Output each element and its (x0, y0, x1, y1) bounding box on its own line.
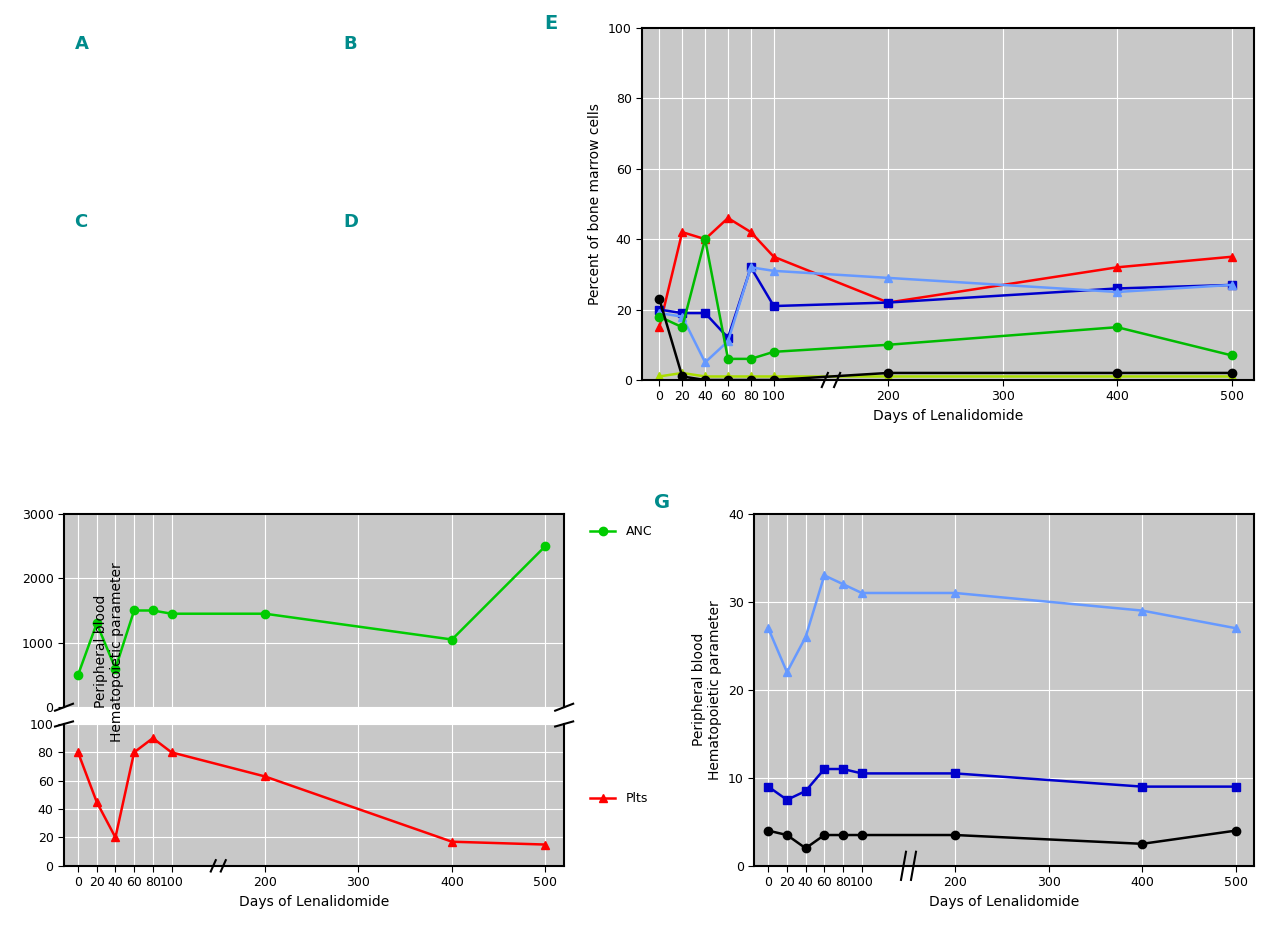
Text: C: C (74, 212, 88, 231)
Text: G: G (654, 492, 671, 512)
Text: A: A (74, 34, 88, 53)
Text: E: E (544, 14, 558, 33)
Legend: Plts: Plts (585, 787, 653, 810)
Y-axis label: Percent of bone marrow cells: Percent of bone marrow cells (589, 103, 603, 304)
Y-axis label: Peripheral blood
Hematopoietic parameter: Peripheral blood Hematopoietic parameter (692, 600, 722, 779)
X-axis label: Days of Lenalidomide: Days of Lenalidomide (239, 895, 389, 909)
X-axis label: Days of Lenalidomide: Days of Lenalidomide (873, 409, 1024, 423)
Legend: Erythroids, Immature myeloid, Mature myeloid, lymphocytes, plasma cells, Blasts: Erythroids, Immature myeloid, Mature mye… (1279, 27, 1280, 143)
Legend: Hct, Hgb, WBC: Hct, Hgb, WBC (1276, 520, 1280, 582)
Legend: ANC: ANC (585, 520, 657, 543)
Text: D: D (343, 212, 358, 231)
Text: Peripheral blood
Hematopoietic parameter: Peripheral blood Hematopoietic parameter (93, 561, 124, 742)
Text: B: B (343, 34, 357, 53)
X-axis label: Days of Lenalidomide: Days of Lenalidomide (929, 895, 1079, 909)
